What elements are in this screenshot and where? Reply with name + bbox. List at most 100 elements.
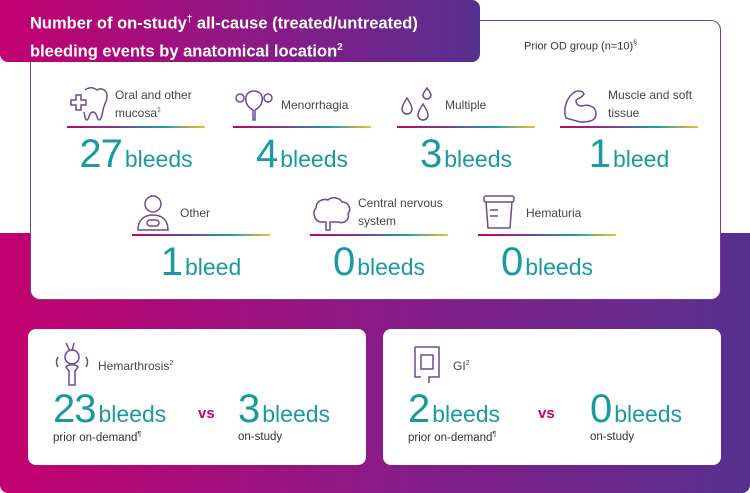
person-icon	[137, 195, 169, 231]
location-header: Central nervous system	[310, 190, 448, 234]
location-label-text: Menorrhagia	[281, 98, 349, 112]
footnote-mark: ‡	[157, 106, 161, 114]
count-unit: bleeds	[525, 254, 594, 280]
gradient-divider	[132, 234, 270, 236]
locations-card	[30, 20, 721, 300]
count-value: 2	[408, 387, 430, 431]
location-label-text: Muscle and soft tissue	[608, 87, 693, 120]
gradient-divider	[478, 234, 616, 236]
footnote-mark: †	[186, 14, 193, 25]
location-header: Muscle and soft tissue	[560, 82, 698, 126]
count-value: 27	[79, 132, 122, 176]
count-value: 0	[332, 240, 355, 284]
location-label: Oral and other mucosa‡	[115, 88, 205, 121]
count-unit: bleeds	[262, 401, 331, 427]
location-label: Multiple	[445, 95, 486, 113]
count-unit: bleeds	[432, 401, 501, 427]
bleed-count: 1 bleed	[132, 240, 270, 285]
title-text: all-cause (treated/untreated)	[192, 14, 418, 33]
location-item: Other 1 bleed	[132, 190, 270, 285]
gradient-divider	[397, 126, 535, 128]
count-unit: bleeds	[357, 254, 426, 280]
group-label: Prior OD group (n=10)§	[524, 40, 637, 53]
group-text: Prior OD group (n=10)	[524, 40, 634, 53]
location-label-text: Central nervous system	[358, 195, 443, 228]
prior-label: prior on-demand¶	[408, 431, 496, 444]
gradient-divider	[310, 234, 448, 236]
location-label: Hematuria	[526, 203, 581, 221]
count-unit: bleeds	[614, 401, 683, 427]
brain-icon	[313, 197, 351, 231]
title-text: Number of on-study	[30, 14, 187, 33]
count-value: 0	[500, 240, 523, 284]
gradient-divider	[233, 126, 371, 128]
count-unit: bleed	[612, 146, 670, 172]
location-label: Other	[180, 203, 210, 221]
footnote-mark: 2	[169, 360, 174, 367]
gradient-divider	[67, 126, 205, 128]
count-value: 3	[238, 387, 260, 431]
location-label: Central nervous system	[358, 196, 448, 229]
location-label: Menorrhagia	[281, 95, 348, 113]
count-value: 4	[255, 132, 278, 176]
location-item: Oral and other mucosa‡ 27 bleeds	[67, 82, 205, 177]
location-header: Other	[132, 190, 270, 234]
count-unit: bleeds	[444, 146, 513, 172]
uterus-icon	[235, 90, 273, 121]
urine-cup-icon	[483, 195, 515, 229]
study-count: 0 bleeds	[590, 387, 682, 432]
location-header: Menorrhagia	[233, 82, 371, 126]
bleed-count: 27 bleeds	[67, 132, 205, 177]
location-item: Hematuria 0 bleeds	[478, 190, 616, 285]
bleed-count: 0 bleeds	[310, 240, 448, 285]
page-title: Number of on-study† all-cause (treated/u…	[0, 0, 480, 62]
bleed-count: 4 bleeds	[233, 132, 371, 177]
drops-icon	[401, 86, 432, 121]
bleed-count: 3 bleeds	[397, 132, 535, 177]
location-header: Hematuria	[478, 190, 616, 234]
count-value: 23	[53, 387, 96, 431]
footnote-mark: 2	[465, 360, 470, 367]
location-item: Menorrhagia 4 bleeds	[233, 82, 371, 177]
footnote-mark: ¶	[492, 431, 497, 438]
count-unit: bleed	[184, 254, 242, 280]
prior-text: prior on-demand	[408, 431, 493, 444]
footnote-mark: ¶	[137, 431, 142, 438]
tooth-cross-icon	[70, 87, 108, 121]
count-unit: bleeds	[124, 146, 193, 172]
title-text: bleeding events by anatomical location	[30, 42, 338, 60]
bleed-count: 1 bleed	[560, 132, 698, 177]
location-header: Oral and other mucosa‡	[67, 82, 205, 126]
count-unit: bleeds	[98, 401, 167, 427]
intestine-icon	[414, 346, 440, 383]
location-label: Muscle and soft tissue	[608, 88, 698, 121]
comparison-label: Hemarthrosis	[98, 359, 170, 373]
study-count: 3 bleeds	[238, 387, 330, 432]
location-item: Multiple 3 bleeds	[397, 82, 535, 177]
location-item: Muscle and soft tissue 1 bleed	[560, 82, 698, 177]
count-value: 1	[160, 240, 183, 284]
location-label-text: Hematuria	[526, 206, 582, 220]
vs-label: vs	[538, 405, 555, 422]
location-header: Multiple	[397, 82, 535, 126]
gradient-divider	[560, 126, 698, 128]
comparison-title: GI2	[453, 359, 470, 373]
count-value: 0	[590, 387, 612, 431]
prior-count: 2 bleeds	[408, 387, 500, 432]
gi-card: GI2 2 bleeds vs 0 bleeds prior on-demand¶ …	[383, 329, 721, 465]
location-label-text: Other	[180, 206, 211, 220]
footnote-mark: 2	[337, 41, 343, 53]
comparison-label: GI	[453, 359, 466, 373]
location-label-text: Multiple	[445, 98, 487, 112]
knee-joint-icon	[55, 342, 89, 386]
count-unit: bleeds	[280, 146, 349, 172]
comparison-title: Hemarthrosis2	[98, 359, 173, 373]
prior-text: prior on-demand	[53, 431, 138, 444]
footnote-mark: §	[633, 40, 638, 47]
count-value: 3	[419, 132, 442, 176]
study-label: on-study	[238, 431, 283, 443]
muscle-icon	[564, 90, 597, 123]
location-label-text: Oral and other mucosa	[115, 87, 192, 120]
count-value: 1	[588, 132, 611, 176]
vs-label: vs	[198, 405, 215, 422]
